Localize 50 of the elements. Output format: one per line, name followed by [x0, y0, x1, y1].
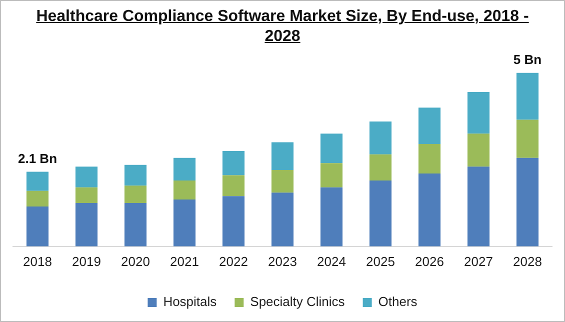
x-tick-label: 2024: [317, 254, 346, 269]
bar: [222, 150, 245, 176]
bar: [124, 186, 147, 204]
bar: [418, 108, 441, 144]
bar: [26, 190, 49, 206]
x-tick-label: 2027: [464, 254, 493, 269]
bar: [271, 192, 294, 246]
x-tick-label: 2025: [366, 254, 395, 269]
x-tick-label: 2026: [415, 254, 444, 269]
x-tick-label: 2019: [72, 254, 101, 269]
bar: [418, 144, 441, 174]
legend-label: Specialty Clinics: [250, 294, 346, 310]
legend-label: Hospitals: [163, 294, 218, 310]
bar: [467, 134, 490, 167]
bar: [320, 134, 343, 164]
x-tick-label: 2022: [219, 254, 248, 269]
bar: [173, 180, 196, 200]
bar: [222, 196, 245, 246]
bar: [26, 206, 49, 246]
bar: [516, 158, 539, 246]
x-tick-label: 2018: [23, 254, 52, 269]
bar: [222, 175, 245, 196]
bar: [75, 166, 98, 188]
legend-label: Others: [378, 294, 418, 310]
bar: [516, 120, 539, 158]
annotation: 5 Bn: [513, 52, 542, 67]
bar: [124, 203, 147, 246]
bar: [516, 72, 539, 120]
bar: [369, 154, 392, 180]
x-tick-label: 2028: [513, 254, 542, 269]
bar: [320, 163, 343, 188]
bar: [418, 174, 441, 246]
chart-title: Healthcare Compliance Software Market Size, By End-use, 2018 - 2028: [35, 7, 530, 47]
bar: [26, 172, 49, 191]
x-tick-label: 2020: [121, 254, 150, 269]
bar: [173, 158, 196, 180]
bar: [369, 180, 392, 246]
bar: [173, 200, 196, 246]
annotation: 2.1 Bn: [18, 150, 58, 166]
x-tick-label: 2021: [170, 254, 199, 269]
bar: [124, 164, 147, 186]
bar: [75, 203, 98, 246]
bar: [271, 142, 294, 170]
bar: [369, 121, 392, 154]
bar: [75, 187, 98, 204]
bar: [467, 166, 490, 246]
x-tick-label: 2023: [268, 254, 297, 269]
bar: [467, 92, 490, 134]
bar: [320, 187, 343, 246]
bar: [271, 170, 294, 193]
